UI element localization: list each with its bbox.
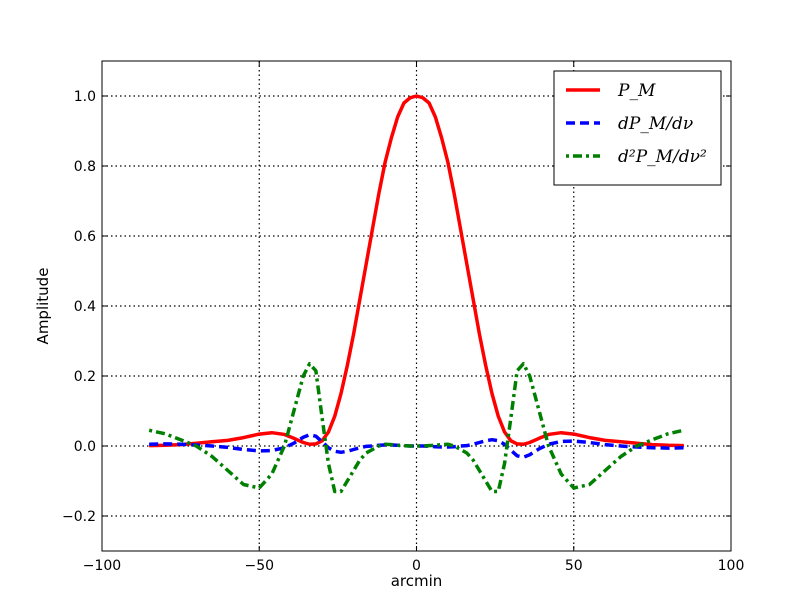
- series-line-d2pm: [148, 362, 685, 494]
- legend: P_M dP_M/dν d²P_M/dν²: [553, 70, 722, 186]
- x-tick-label: 0: [412, 558, 421, 574]
- y-tick-label: 1.0: [74, 89, 96, 105]
- y-tick-label: 0.6: [74, 229, 96, 245]
- x-tick-label: −50: [244, 558, 274, 574]
- legend-label-dpm: dP_M/dν: [618, 114, 693, 134]
- series-lines: [148, 94, 685, 494]
- x-tick-label: −100: [83, 558, 121, 574]
- y-tick-label: 0.2: [74, 369, 96, 385]
- y-tick-label: −0.2: [62, 509, 96, 525]
- x-tick-label: 100: [718, 558, 745, 574]
- series-line-pm: [149, 94, 684, 448]
- axis-ticks: −100 −50 0 50 100 −0.2 0.0 0.2 0.4 0.6 0.8 1.0: [62, 61, 744, 574]
- legend-label-pm: P_M: [617, 81, 656, 101]
- series-line-dpm: [149, 433, 684, 459]
- legend-label-d2pm: d²P_M/dν²: [618, 147, 707, 167]
- y-axis-label: Amplitude: [34, 268, 52, 345]
- x-axis-label: arcmin: [391, 572, 443, 590]
- x-tick-label: 50: [565, 558, 583, 574]
- y-tick-label: 0.8: [74, 159, 96, 175]
- y-tick-label: 0.0: [74, 439, 96, 455]
- y-tick-label: 0.4: [74, 299, 96, 315]
